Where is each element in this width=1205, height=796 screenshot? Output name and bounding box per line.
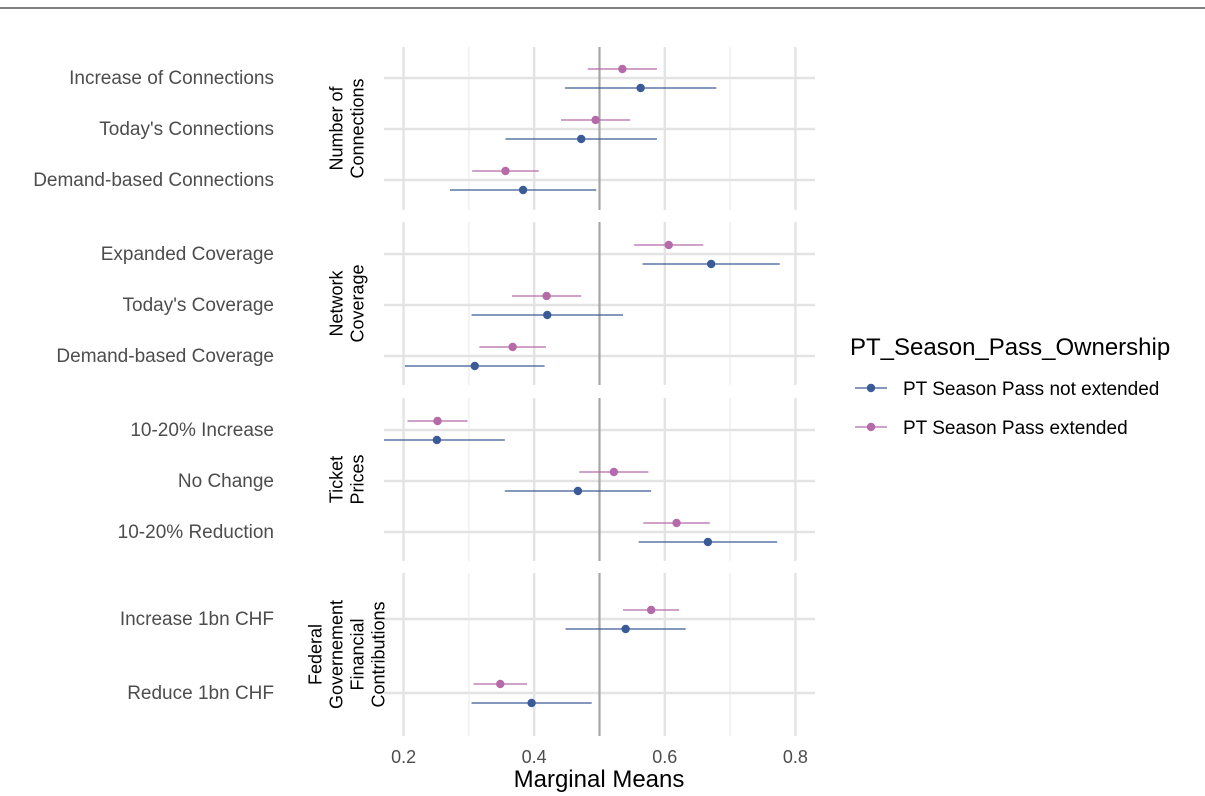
estimate-point [496,679,505,689]
legend-entry-label: PT Season Pass extended [903,418,1128,439]
facet-label: Financial [348,618,368,690]
estimate-point [618,64,627,74]
facet-label: Connections [348,78,368,178]
estimate-point [672,518,681,528]
legend: PT_Season_Pass_Ownership PT Season Pass … [850,334,1170,439]
estimate-point [432,435,442,445]
facet-label: Ticket [327,456,347,503]
estimate-point [591,115,600,125]
facet-label: Prices [348,454,368,504]
level-label: No Change [178,471,274,492]
estimate-point [470,361,479,371]
legend-entry-label: PT Season Pass not extended [903,379,1159,400]
legend-key-point [866,422,876,432]
level-label: Increase 1bn CHF [120,609,274,630]
level-label: Today's Coverage [123,295,275,316]
level-label: Increase of Connections [69,68,274,89]
facet-panel: Number of Connections Increase of Connecti… [33,47,815,210]
x-tick-label: 0.4 [522,747,547,767]
facet-panel: Ticket Prices 10-20% Increase No Change 10-2… [118,398,815,561]
level-label: Today's Connections [99,119,274,140]
facet-label: Governement [327,600,347,709]
estimate-point [508,342,517,352]
estimate-point [636,83,645,93]
estimate-point [543,310,552,320]
estimate-point [527,698,536,708]
facet-label: Number of [327,85,347,170]
facet-label: Coverage [348,264,368,342]
x-tick-label: 0.6 [652,747,677,767]
level-label: Demand-based Connections [33,170,274,191]
legend-title: PT_Season_Pass_Ownership [850,334,1170,361]
x-axis-title: Marginal Means [514,766,685,793]
estimate-point [706,259,716,269]
x-tick-label: 0.8 [783,747,808,767]
legend-key-point [866,383,876,393]
level-label: Demand-based Coverage [56,346,274,367]
estimate-point [501,166,510,176]
level-label: 10-20% Increase [130,420,274,441]
facet-panel: Federal Governement Financial Contributions… [120,573,815,736]
level-label: Reduce 1bn CHF [127,683,274,704]
estimate-point [664,240,673,250]
estimate-point [542,291,551,301]
level-label: 10-20% Reduction [118,522,274,543]
level-label: Expanded Coverage [101,244,274,265]
estimate-point [573,486,583,496]
estimate-point [703,537,713,547]
facet-label: Federal [306,624,326,685]
facet-label: Network [327,269,347,336]
estimate-point [621,624,630,634]
estimate-point [646,605,656,615]
panels-layer: Number of Connections Increase of Connecti… [33,47,815,767]
x-tick-label: 0.2 [391,747,416,767]
estimate-point [577,134,586,144]
facet-label: Contributions [369,601,389,707]
estimate-point [609,467,619,477]
estimate-point [518,185,528,195]
facet-panel: Network Coverage Expanded Coverage Today's … [56,222,815,385]
estimate-point [433,416,442,426]
